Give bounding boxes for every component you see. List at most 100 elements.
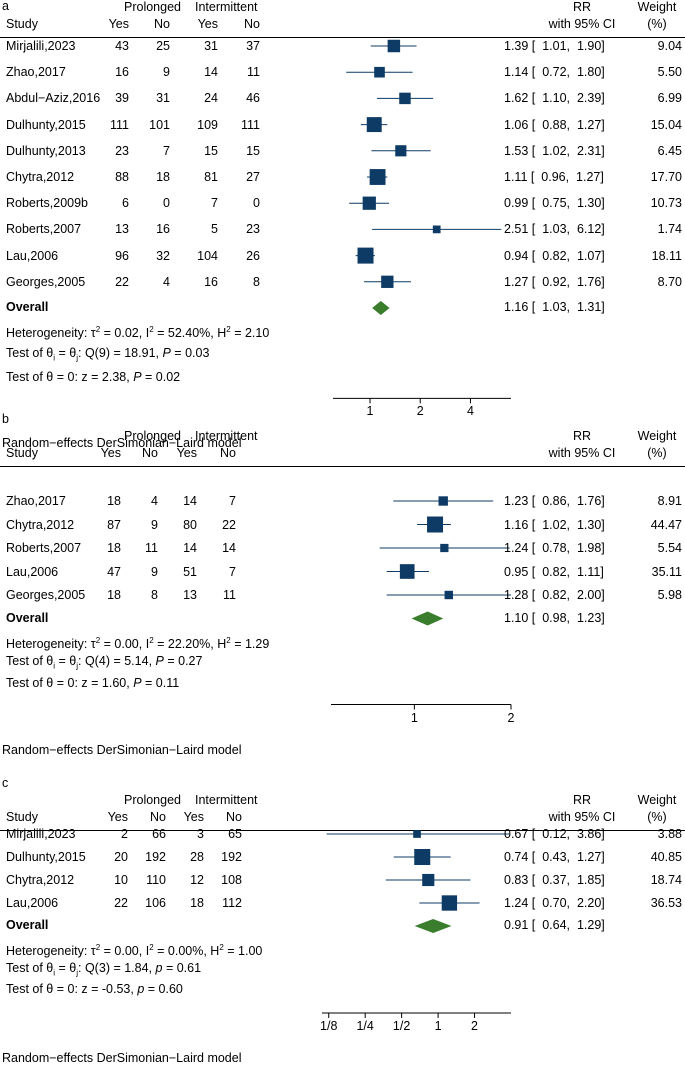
header-ci: with 95% CI [548,17,616,31]
prolonged-no-value: 9 [151,564,158,579]
intermittent-yes-value: 14 [204,65,218,80]
intermittent-yes-value: 13 [183,588,197,602]
intermittent-yes-value: 18 [190,896,204,910]
prolonged-yes-value: 22 [114,896,128,910]
header-weight: Weight [637,429,677,443]
prolonged-yes-value: 10 [114,873,128,887]
p-value: 0.02 [155,370,181,385]
header-intermittent-yes: Yes [176,446,197,460]
df-value: 9 [98,346,106,361]
test-theta-i: Test of θi = θj: Q(9) = 18.91, P = 0.03 [6,346,210,363]
prolonged-no-value: 31 [156,91,170,106]
study-marker [399,564,415,579]
weight-value: 44.47 [650,517,682,532]
header-rr: RR [572,429,592,443]
study-marker [438,496,448,506]
prolonged-no-value: 8 [151,588,158,602]
df-value: 4 [98,654,106,668]
rr-ci-value: 1.62 [ 1.10, 2.39] [504,91,605,106]
study-marker [369,169,386,185]
rr-ci-value: 0.99 [ 0.75, 1.30] [504,196,605,211]
overall-diamond [372,301,390,315]
weight-value: 18.74 [650,873,682,887]
prolonged-yes-value: 16 [115,65,129,80]
heterogeneity-stats: Heterogeneity: τ2 = 0.02, I2 = 52.40%, H… [6,325,270,341]
intermittent-no-value: 26 [246,248,260,263]
overall-rr-ci: 0.91 [ 0.64, 1.29] [504,918,605,932]
rr-ci-value: 1.23 [ 0.86, 1.76] [504,494,605,508]
weight-value: 6.45 [657,143,682,158]
weight-value: 18.11 [651,248,682,263]
x-tick-label: 1 [434,1019,442,1033]
p-symbol: P [133,370,142,385]
intermittent-no-value: 27 [246,170,260,184]
header-intermittent: Intermittent [195,0,258,14]
prolonged-no-value: 110 [146,873,166,887]
weight-value: 3.88 [657,827,682,841]
intermittent-no-value: 14 [222,541,236,555]
intermittent-no-value: 65 [228,827,242,841]
rr-ci-value: 1.24 [ 0.78, 1.98] [504,541,605,555]
intermittent-yes-value: 51 [183,564,197,579]
overall-label: Overall [6,610,49,625]
p-symbol: p [155,961,163,975]
heterogeneity-stats: Heterogeneity: τ2 = 0.00, I2 = 22.20%, H… [6,635,270,651]
table-rule [0,466,685,467]
weight-value: 8.91 [657,494,682,508]
model-note: Random−effects DerSimonian−Laird model [2,436,242,451]
prolonged-yes-value: 18 [107,588,121,602]
intermittent-no-value: 15 [246,143,260,158]
weight-value: 17.70 [650,170,682,184]
prolonged-yes-value: 6 [122,196,129,211]
rr-ci-value: 1.28 [ 0.82, 2.00] [504,588,605,602]
x-tick-label: 1 [366,404,374,419]
intermittent-yes-value: 16 [204,274,218,289]
study-name: Mirjalili,2023 [6,39,76,53]
forest-panel-a: a Prolonged Intermittent Study Yes No Yes No RR w… [0,0,685,450]
prolonged-yes-value: 47 [107,564,121,579]
intermittent-no-value: 112 [222,896,242,910]
header-study: Study [6,810,38,824]
study-name: Dulhunty,2013 [6,143,86,158]
tau2-value: 0.00 [114,636,139,651]
rr-ci-value: 1.06 [ 0.88, 1.27] [504,117,605,132]
study-marker [387,39,401,53]
header-intermittent-no: No [226,810,242,824]
p-symbol: P [155,654,164,668]
rr-ci-value: 1.11 [ 0.96, 1.27] [504,170,604,184]
z-value: 2.38 [101,370,127,385]
overall-diamond [411,611,444,626]
q-value: 18.91 [124,346,156,361]
prolonged-no-value: 25 [156,39,170,53]
prolonged-yes-value: 87 [107,517,121,532]
weight-value: 36.53 [650,896,682,910]
intermittent-no-value: 8 [253,274,260,289]
study-marker [413,830,421,838]
test-theta-zero: Test of θ = 0: z = -0.53, p = 0.60 [6,982,183,996]
study-marker [374,66,385,78]
header-prolonged-no: No [154,17,170,31]
prolonged-yes-value: 88 [115,170,129,184]
header-prolonged: Prolonged [124,0,181,14]
prolonged-yes-value: 43 [115,39,129,53]
i2-value: 52.40% [167,326,211,341]
header-prolonged-no: No [142,446,158,460]
header-study: Study [6,446,38,460]
header-study: Study [6,17,38,31]
prolonged-no-value: 9 [163,65,170,80]
forest-plot-area [322,830,511,1018]
header-prolonged-no: No [150,810,166,824]
study-name: Mirjalili,2023 [6,827,76,841]
header-rr: RR [572,0,592,14]
z-value: -0.53 [101,982,131,996]
test-theta-zero: Test of θ = 0: z = 1.60, P = 0.11 [6,675,180,690]
p-symbol: P [133,675,142,690]
intermittent-yes-value: 7 [211,196,218,211]
overall-diamond [414,919,452,933]
weight-value: 5.98 [657,588,682,602]
prolonged-yes-value: 18 [107,541,121,555]
rr-ci-value: 1.16 [ 1.02, 1.30] [504,517,605,532]
intermittent-no-value: 46 [246,91,260,106]
overall-rr-ci: 1.10 [ 0.98, 1.23] [504,610,605,625]
intermittent-no-value: 111 [240,117,260,132]
